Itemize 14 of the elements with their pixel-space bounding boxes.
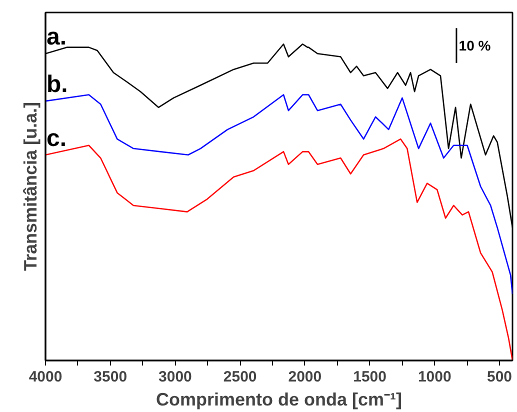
annotation: 10 % xyxy=(458,38,492,54)
x-tick-label: 1500 xyxy=(353,368,386,386)
x-tick-label: 1000 xyxy=(418,368,452,386)
y-axis-title: Transmitância [u.a.] xyxy=(20,102,40,272)
x-tick-label: 2000 xyxy=(288,368,322,386)
x-tick-label: 3000 xyxy=(158,368,192,386)
series-label: a. xyxy=(46,24,67,51)
series-label: c. xyxy=(46,124,67,152)
series-label: b. xyxy=(46,71,68,98)
x-tick-label: 3500 xyxy=(94,368,128,386)
x-tick-label: 2500 xyxy=(223,368,257,386)
x-tick-label: 4000 xyxy=(28,368,62,386)
x-tick-label: 500 xyxy=(487,368,512,386)
x-axis-title: Comprimento de onda [cm⁻¹] xyxy=(156,390,402,410)
